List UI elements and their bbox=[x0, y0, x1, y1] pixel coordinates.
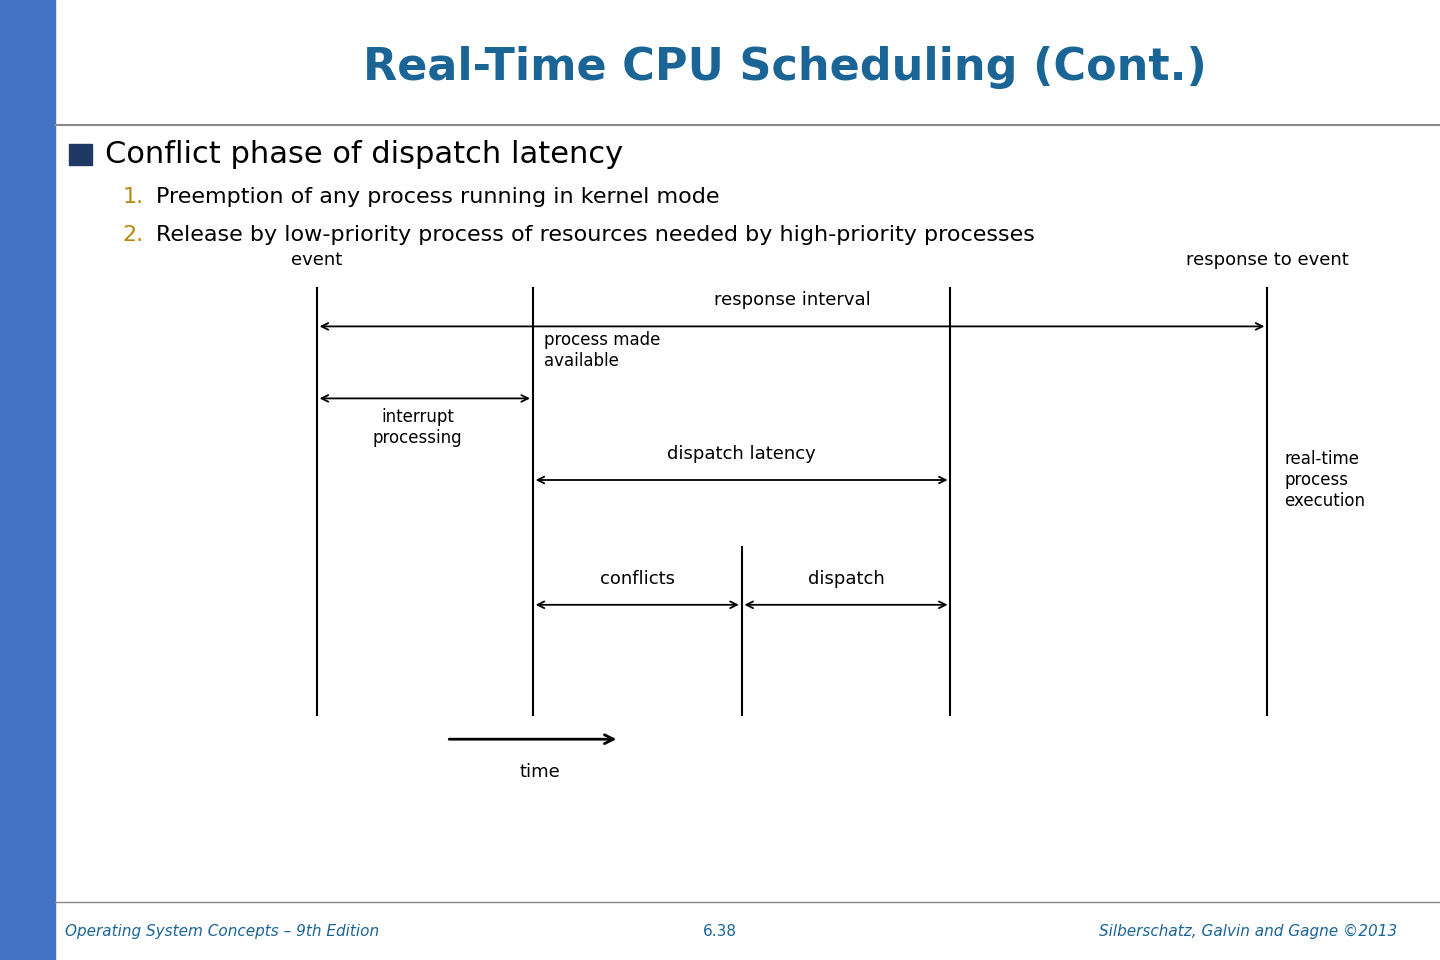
Text: process made
available: process made available bbox=[544, 331, 661, 370]
Text: dispatch: dispatch bbox=[808, 569, 884, 588]
Text: Preemption of any process running in kernel mode: Preemption of any process running in ker… bbox=[156, 187, 719, 206]
Text: time: time bbox=[520, 763, 560, 781]
Text: 2.: 2. bbox=[122, 226, 144, 245]
Text: real-time
process
execution: real-time process execution bbox=[1284, 450, 1365, 510]
Text: Silberschatz, Galvin and Gagne ©2013: Silberschatz, Galvin and Gagne ©2013 bbox=[1099, 924, 1397, 939]
Text: response to event: response to event bbox=[1185, 251, 1349, 269]
Text: Real-Time CPU Scheduling (Cont.): Real-Time CPU Scheduling (Cont.) bbox=[363, 46, 1207, 88]
Text: Release by low-priority process of resources needed by high-priority processes: Release by low-priority process of resou… bbox=[156, 226, 1034, 245]
Text: dispatch latency: dispatch latency bbox=[667, 444, 816, 463]
Text: 1.: 1. bbox=[122, 187, 144, 206]
Text: event: event bbox=[291, 251, 343, 269]
Bar bbox=[0, 0, 55, 960]
Bar bbox=[69, 144, 92, 165]
Text: interrupt
processing: interrupt processing bbox=[373, 408, 462, 446]
Text: 6.38: 6.38 bbox=[703, 924, 737, 939]
Text: response interval: response interval bbox=[714, 291, 870, 309]
Text: Operating System Concepts – 9th Edition: Operating System Concepts – 9th Edition bbox=[65, 924, 379, 939]
Text: conflicts: conflicts bbox=[599, 569, 675, 588]
Text: Conflict phase of dispatch latency: Conflict phase of dispatch latency bbox=[105, 140, 624, 169]
